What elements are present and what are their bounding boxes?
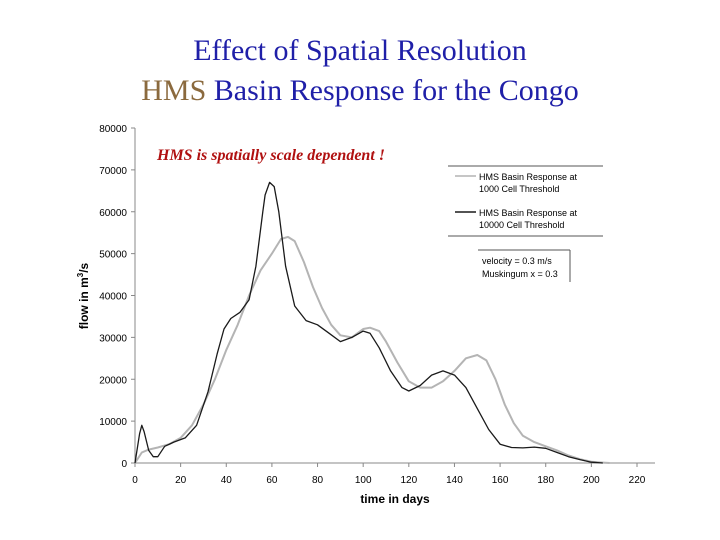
y-tick-label: 0 bbox=[121, 459, 127, 470]
x-tick-label: 80 bbox=[312, 475, 324, 486]
y-axis-label: flow in m3/s bbox=[76, 262, 91, 329]
y-tick-label: 60000 bbox=[99, 208, 127, 219]
slide-title-rest: Basin Response for the Congo bbox=[206, 74, 579, 107]
y-axis-label-sup: 3 bbox=[76, 272, 85, 277]
slide-title-hms: HMS bbox=[141, 74, 207, 107]
legend-label-line-2: 10000 Cell Threshold bbox=[479, 220, 564, 230]
y-tick-label: 20000 bbox=[99, 375, 127, 386]
y-tick-label: 40000 bbox=[99, 292, 127, 303]
parameter-box: velocity = 0.3 m/s Muskingum x = 0.3 bbox=[478, 249, 571, 282]
legend-label-line-1: HMS Basin Response at bbox=[479, 208, 578, 218]
series-line-1000-cell bbox=[134, 235, 610, 464]
y-tick-label: 10000 bbox=[99, 417, 127, 428]
chart-annotation: HMS is spatially scale dependent ! bbox=[156, 147, 385, 164]
legend-label-line-2: 1000 Cell Threshold bbox=[479, 184, 559, 194]
parameter-text: Muskingum x = 0.3 bbox=[482, 269, 558, 279]
y-axis-label-suffix: /s bbox=[77, 262, 91, 272]
x-tick-label: 220 bbox=[629, 475, 646, 486]
slide-title-line-2: HMS Basin Response for the Congo bbox=[0, 74, 720, 108]
slide-title-text-1: Effect of Spatial Resolution bbox=[193, 34, 527, 67]
chart-axes: 0 10000 20000 30000 40000 50000 60000 70000 8000… bbox=[99, 124, 655, 486]
y-tick-label: 50000 bbox=[99, 250, 127, 261]
x-axis-label: time in days bbox=[360, 492, 430, 506]
legend-label-line-1: HMS Basin Response at bbox=[479, 172, 578, 182]
series-line-10000-cell bbox=[134, 181, 603, 464]
parameter-text: velocity = 0.3 m/s bbox=[482, 256, 552, 266]
x-tick-label: 180 bbox=[537, 475, 554, 486]
x-tick-label: 40 bbox=[221, 475, 233, 486]
series-layer bbox=[134, 181, 610, 464]
x-tick-label: 160 bbox=[492, 475, 509, 486]
y-tick-label: 30000 bbox=[99, 333, 127, 344]
chart-legend: HMS Basin Response at 1000 Cell Threshold… bbox=[448, 165, 603, 237]
x-tick-label: 100 bbox=[355, 475, 372, 486]
y-tick-label: 80000 bbox=[99, 124, 127, 135]
y-tick-label: 70000 bbox=[99, 166, 127, 177]
x-tick-label: 0 bbox=[132, 475, 138, 486]
y-axis-label-prefix: flow in m bbox=[77, 277, 91, 329]
x-tick-label: 60 bbox=[266, 475, 278, 486]
x-tick-label: 200 bbox=[583, 475, 600, 486]
x-tick-label: 140 bbox=[446, 475, 463, 486]
x-tick-label: 20 bbox=[175, 475, 187, 486]
slide-title-line-1: Effect of Spatial Resolution bbox=[0, 34, 720, 68]
x-tick-label: 120 bbox=[400, 475, 417, 486]
